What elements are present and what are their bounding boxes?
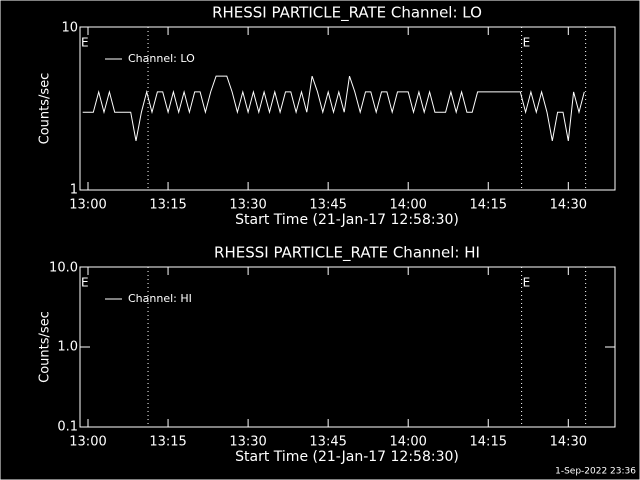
x-tick-label: 13:15: [149, 435, 186, 450]
plot-frame: [79, 266, 616, 428]
data-line: [82, 75, 585, 141]
y-tick-label: 1.0: [57, 340, 78, 355]
legend-label: Channel: HI: [128, 292, 192, 305]
y-axis-label: Counts/sec: [38, 311, 53, 383]
x-tick-label: 13:00: [69, 435, 106, 450]
annotation: E: [81, 36, 89, 50]
x-tick-label: 13:15: [149, 198, 186, 213]
x-axis-label: Start Time (21-Jan-17 12:58:30): [235, 212, 459, 228]
annotation: E: [523, 36, 531, 50]
chart-title: RHESSI PARTICLE_RATE Channel: LO: [212, 4, 482, 23]
legend-label: Channel: LO: [128, 52, 195, 65]
x-tick-label: 14:30: [550, 198, 587, 213]
annotation: E: [81, 276, 89, 290]
y-tick-label: 1: [70, 183, 78, 198]
x-tick-label: 13:30: [229, 198, 266, 213]
x-axis-label: Start Time (21-Jan-17 12:58:30): [235, 449, 459, 465]
y-axis-label: Counts/sec: [38, 73, 53, 145]
x-tick-label: 14:15: [470, 435, 507, 450]
footer-timestamp: 1-Sep-2022 23:36: [555, 467, 636, 477]
x-tick-label: 14:15: [470, 198, 507, 213]
chart-title: RHESSI PARTICLE_RATE Channel: HI: [214, 244, 480, 263]
x-tick-label: 13:30: [229, 435, 266, 450]
x-tick-label: 13:45: [309, 435, 346, 450]
x-tick-label: 14:30: [550, 435, 587, 450]
x-tick-label: 14:00: [389, 198, 426, 213]
y-tick-label: 0.1: [57, 420, 78, 435]
x-tick-label: 13:45: [309, 198, 346, 213]
x-tick-label: 14:00: [389, 435, 426, 450]
annotation: E: [523, 276, 531, 290]
y-tick-label: 10.0: [49, 261, 78, 276]
y-tick-label: 10: [61, 21, 78, 36]
plot-frame: [79, 26, 616, 191]
x-tick-label: 13:00: [69, 198, 106, 213]
